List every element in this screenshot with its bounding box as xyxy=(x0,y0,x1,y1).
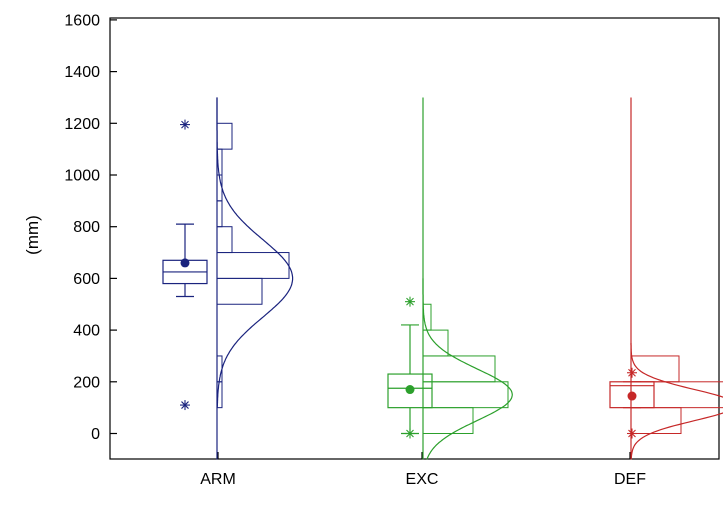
histogram-bar xyxy=(422,407,474,434)
mean-marker xyxy=(180,258,190,268)
histogram-bar xyxy=(216,122,233,150)
mean-marker xyxy=(405,385,415,395)
outlier-marker xyxy=(180,400,190,411)
mean-marker xyxy=(627,391,637,401)
chart-marks: 0 200 400 600 800 1000 1200 1400 1600 ARM EXC DEF xyxy=(64,12,723,488)
y-tick-label: 1400 xyxy=(64,64,100,81)
histogram-bar xyxy=(630,381,723,409)
histogram-bar xyxy=(630,407,682,434)
y-axis-title: (mm) xyxy=(23,215,42,255)
box xyxy=(387,373,433,409)
y-tick-label: 600 xyxy=(73,271,100,288)
outlier-marker xyxy=(405,296,415,307)
y-tick-label: 1600 xyxy=(64,12,100,29)
outlier-marker xyxy=(627,367,637,378)
histogram-bar xyxy=(422,329,449,357)
histogram-bar xyxy=(422,381,509,409)
density-curve xyxy=(422,278,513,460)
plot-frame xyxy=(109,17,720,460)
histogram-bar xyxy=(422,355,496,383)
histogram-bar xyxy=(216,277,263,305)
y-tick-label: 1200 xyxy=(64,116,100,133)
y-tick-label: 400 xyxy=(73,323,100,340)
y-tick-label: 0 xyxy=(91,426,100,443)
x-tick-label: ARM xyxy=(200,471,236,488)
histogram-bar xyxy=(216,226,233,254)
histogram-bar xyxy=(630,355,680,383)
x-tick-label: EXC xyxy=(406,471,439,488)
density-curve xyxy=(630,343,723,460)
y-tick-label: 800 xyxy=(73,219,100,236)
outlier-marker xyxy=(405,428,415,439)
y-tick-label: 1000 xyxy=(64,168,100,185)
histogram-bar xyxy=(216,200,223,228)
histogram-bar xyxy=(216,252,290,279)
density-curve xyxy=(216,97,294,408)
y-tick-label: 200 xyxy=(73,374,100,391)
x-tick-label: DEF xyxy=(614,471,646,488)
outlier-marker xyxy=(180,119,190,130)
